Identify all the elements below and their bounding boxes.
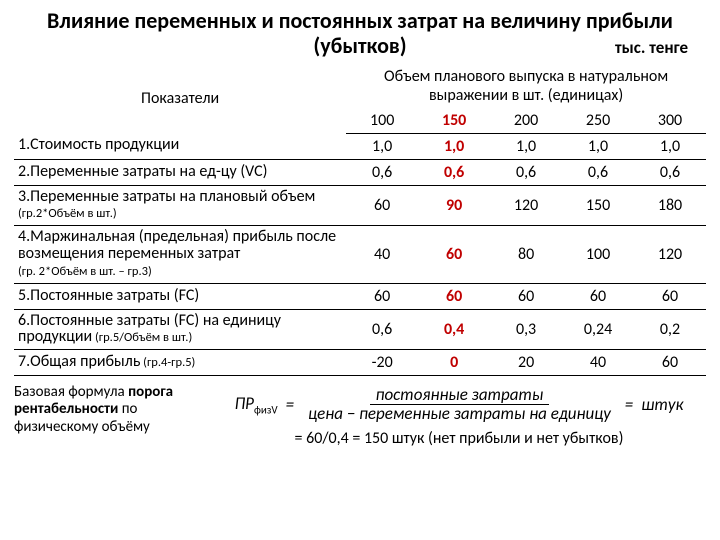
table-cell: 60 <box>346 283 418 309</box>
table-cell: 60 <box>418 283 490 309</box>
table-cell: 0 <box>418 350 490 376</box>
row-label: 5.Постоянные затраты (FC) <box>14 283 346 309</box>
footer-right: ПРфизV = постоянные затраты цена − перем… <box>212 384 706 448</box>
table-cell: 120 <box>490 185 562 226</box>
table-row: 2.Переменные затраты на ед-цу (VC)0,60,6… <box>14 159 706 185</box>
table-cell: 1,0 <box>490 133 562 159</box>
table-cell: 0,6 <box>490 159 562 185</box>
table-row: 7.Общая прибыль (гр.4-гр.5)-200204060 <box>14 350 706 376</box>
volume-header: 250 <box>562 108 634 134</box>
table-cell: 1,0 <box>634 133 706 159</box>
table-cell: -20 <box>346 350 418 376</box>
table-cell: 0,4 <box>418 309 490 350</box>
table-cell: 0,6 <box>346 309 418 350</box>
table-cell: 0,3 <box>490 309 562 350</box>
table-cell: 90 <box>418 185 490 226</box>
table-row: 1.Стоимость продукции1,01,01,01,01,0 <box>14 133 706 159</box>
row-label: 6.Постоянные затраты (FC) на единицу про… <box>14 309 346 350</box>
volume-header: 300 <box>634 108 706 134</box>
table-cell: 150 <box>562 185 634 226</box>
formula-result: = 60/0,4 = 150 штук (нет прибыли и нет у… <box>212 429 706 448</box>
table-cell: 1,0 <box>346 133 418 159</box>
footer-left-text: Базовая формула порога рентабельности по… <box>14 384 204 448</box>
table-cell: 120 <box>634 226 706 283</box>
table-row: 4.Маржинальная (предельная) прибыль посл… <box>14 226 706 283</box>
table-cell: 60 <box>562 283 634 309</box>
table-cell: 180 <box>634 185 706 226</box>
table-cell: 20 <box>490 350 562 376</box>
formula-denominator: цена − переменные затраты на единицу <box>302 405 617 423</box>
row-label: 4.Маржинальная (предельная) прибыль посл… <box>14 226 346 283</box>
volume-header: 100 <box>346 108 418 134</box>
volume-header: 200 <box>490 108 562 134</box>
table-cell: 100 <box>562 226 634 283</box>
table-cell: 0,6 <box>346 159 418 185</box>
header-top: Объем планового выпуска в натуральном вы… <box>346 64 706 108</box>
table-row: 5.Постоянные затраты (FC)6060606060 <box>14 283 706 309</box>
table-cell: 40 <box>346 226 418 283</box>
row-label: 3.Переменные затраты на плановый объем (… <box>14 185 346 226</box>
row-label: 7.Общая прибыль (гр.4-гр.5) <box>14 350 346 376</box>
table-cell: 0,6 <box>418 159 490 185</box>
volume-header: 150 <box>418 108 490 134</box>
table-cell: 80 <box>490 226 562 283</box>
table-cell: 40 <box>562 350 634 376</box>
table-cell: 60 <box>490 283 562 309</box>
table-cell: 60 <box>346 185 418 226</box>
table-cell: 0,6 <box>634 159 706 185</box>
table-cell: 0,6 <box>562 159 634 185</box>
formula: ПРфизV = постоянные затраты цена − перем… <box>235 386 684 423</box>
footer: Базовая формула порога рентабельности по… <box>14 384 706 448</box>
table-cell: 60 <box>634 283 706 309</box>
row-label: 1.Стоимость продукции <box>14 133 346 159</box>
table-cell: 1,0 <box>562 133 634 159</box>
table-cell: 1,0 <box>418 133 490 159</box>
table-cell: 60 <box>418 226 490 283</box>
row-label: 2.Переменные затраты на ед-цу (VC) <box>14 159 346 185</box>
header-left: Показатели <box>14 64 346 134</box>
table-row: 3.Переменные затраты на плановый объем (… <box>14 185 706 226</box>
table-row: 6.Постоянные затраты (FC) на единицу про… <box>14 309 706 350</box>
data-table: Показатели Объем планового выпуска в нат… <box>14 64 706 377</box>
table-cell: 0,24 <box>562 309 634 350</box>
table-cell: 60 <box>634 350 706 376</box>
table-cell: 0,2 <box>634 309 706 350</box>
